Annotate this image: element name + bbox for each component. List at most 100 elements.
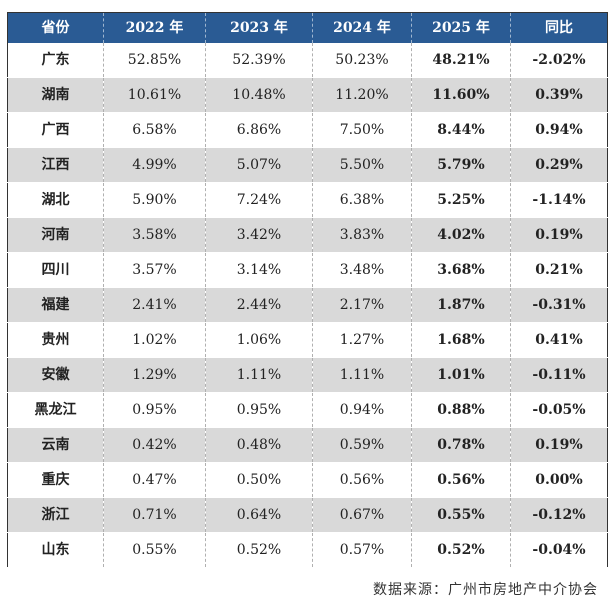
value-cell: 1.01% <box>411 357 511 393</box>
data-source-note: 数据来源：广州市房地产中介协会 <box>373 582 598 598</box>
value-cell: 52.39% <box>205 43 313 78</box>
value-cell: 0.50% <box>205 462 313 498</box>
value-cell: 50.23% <box>312 43 412 78</box>
value-cell: 2.41% <box>103 287 206 323</box>
value-cell: 10.48% <box>205 77 313 113</box>
province-cell: 黑龙江 <box>7 392 104 428</box>
value-cell: 2.44% <box>205 287 313 323</box>
value-cell: 0.88% <box>411 392 511 428</box>
value-cell: 5.07% <box>205 147 313 183</box>
table-row: 浙江 0.71% 0.64% 0.67% 0.55% -0.12% <box>7 497 608 533</box>
value-cell: 0.67% <box>312 497 412 533</box>
value-cell: 3.48% <box>312 252 412 288</box>
value-cell: 0.52% <box>411 532 511 568</box>
value-cell: 0.95% <box>205 392 313 428</box>
value-cell: 11.20% <box>312 77 412 113</box>
value-cell: 3.42% <box>205 217 313 253</box>
province-cell: 重庆 <box>7 462 104 498</box>
table-row: 黑龙江 0.95% 0.95% 0.94% 0.88% -0.05% <box>7 392 608 428</box>
value-cell: 1.87% <box>411 287 511 323</box>
value-cell: 3.57% <box>103 252 206 288</box>
value-cell: 0.19% <box>510 217 608 253</box>
value-cell: 3.58% <box>103 217 206 253</box>
province-cell: 河南 <box>7 217 104 253</box>
table-row: 广东 52.85% 52.39% 50.23% 48.21% -2.02% <box>7 43 608 78</box>
province-cell: 福建 <box>7 287 104 323</box>
table-row: 广西 6.58% 6.86% 7.50% 8.44% 0.94% <box>7 112 608 148</box>
value-cell: 5.90% <box>103 182 206 218</box>
province-cell: 四川 <box>7 252 104 288</box>
value-cell: 0.59% <box>312 427 412 463</box>
table-row: 山东 0.55% 0.52% 0.57% 0.52% -0.04% <box>7 532 608 568</box>
table-row: 河南 3.58% 3.42% 3.83% 4.02% 0.19% <box>7 217 608 253</box>
province-cell: 贵州 <box>7 322 104 358</box>
value-cell: 8.44% <box>411 112 511 148</box>
table-row: 云南 0.42% 0.48% 0.59% 0.78% 0.19% <box>7 427 608 463</box>
value-cell: 0.55% <box>103 532 206 568</box>
value-cell: -0.11% <box>510 357 608 393</box>
value-cell: 1.02% <box>103 322 206 358</box>
column-header: 同比 <box>510 12 608 43</box>
value-cell: 0.71% <box>103 497 206 533</box>
value-cell: 5.25% <box>411 182 511 218</box>
value-cell: -0.12% <box>510 497 608 533</box>
value-cell: -0.05% <box>510 392 608 428</box>
table-row: 重庆 0.47% 0.50% 0.56% 0.56% 0.00% <box>7 462 608 498</box>
value-cell: 0.41% <box>510 322 608 358</box>
value-cell: 0.78% <box>411 427 511 463</box>
value-cell: 4.99% <box>103 147 206 183</box>
value-cell: 0.19% <box>510 427 608 463</box>
value-cell: 0.55% <box>411 497 511 533</box>
province-cell: 广东 <box>7 43 104 78</box>
value-cell: 5.50% <box>312 147 412 183</box>
value-cell: 4.02% <box>411 217 511 253</box>
value-cell: 1.27% <box>312 322 412 358</box>
value-cell: 0.42% <box>103 427 206 463</box>
value-cell: 3.83% <box>312 217 412 253</box>
province-cell: 山东 <box>7 532 104 568</box>
province-cell: 湖北 <box>7 182 104 218</box>
value-cell: 0.29% <box>510 147 608 183</box>
province-cell: 云南 <box>7 427 104 463</box>
column-header: 2025 年 <box>411 12 511 43</box>
value-cell: 1.29% <box>103 357 206 393</box>
value-cell: 6.58% <box>103 112 206 148</box>
province-cell: 安徽 <box>7 357 104 393</box>
value-cell: 0.48% <box>205 427 313 463</box>
value-cell: 0.94% <box>510 112 608 148</box>
value-cell: 0.21% <box>510 252 608 288</box>
value-cell: 1.11% <box>312 357 412 393</box>
value-cell: 48.21% <box>411 43 511 78</box>
province-cell: 浙江 <box>7 497 104 533</box>
value-cell: 7.24% <box>205 182 313 218</box>
value-cell: 0.64% <box>205 497 313 533</box>
value-cell: 0.95% <box>103 392 206 428</box>
value-cell: 3.14% <box>205 252 313 288</box>
table-row: 湖南 10.61% 10.48% 11.20% 11.60% 0.39% <box>7 77 608 113</box>
value-cell: 0.52% <box>205 532 313 568</box>
value-cell: 0.00% <box>510 462 608 498</box>
value-cell: 11.60% <box>411 77 511 113</box>
column-header: 2022 年 <box>103 12 206 43</box>
province-cell: 湖南 <box>7 77 104 113</box>
value-cell: 3.68% <box>411 252 511 288</box>
value-cell: 6.38% <box>312 182 412 218</box>
value-cell: 5.79% <box>411 147 511 183</box>
value-cell: 1.06% <box>205 322 313 358</box>
value-cell: 1.68% <box>411 322 511 358</box>
column-header: 2023 年 <box>205 12 313 43</box>
value-cell: 0.57% <box>312 532 412 568</box>
table-row: 湖北 5.90% 7.24% 6.38% 5.25% -1.14% <box>7 182 608 218</box>
column-header: 省份 <box>7 12 104 43</box>
value-cell: 0.56% <box>312 462 412 498</box>
value-cell: 2.17% <box>312 287 412 323</box>
value-cell: -0.31% <box>510 287 608 323</box>
value-cell: 1.11% <box>205 357 313 393</box>
column-header: 2024 年 <box>312 12 412 43</box>
value-cell: 0.47% <box>103 462 206 498</box>
table-row: 福建 2.41% 2.44% 2.17% 1.87% -0.31% <box>7 287 608 323</box>
header-row: 省份 2022 年 2023 年 2024 年 2025 年同比 <box>7 12 608 43</box>
value-cell: 0.56% <box>411 462 511 498</box>
value-cell: -0.04% <box>510 532 608 568</box>
province-cell: 江西 <box>7 147 104 183</box>
